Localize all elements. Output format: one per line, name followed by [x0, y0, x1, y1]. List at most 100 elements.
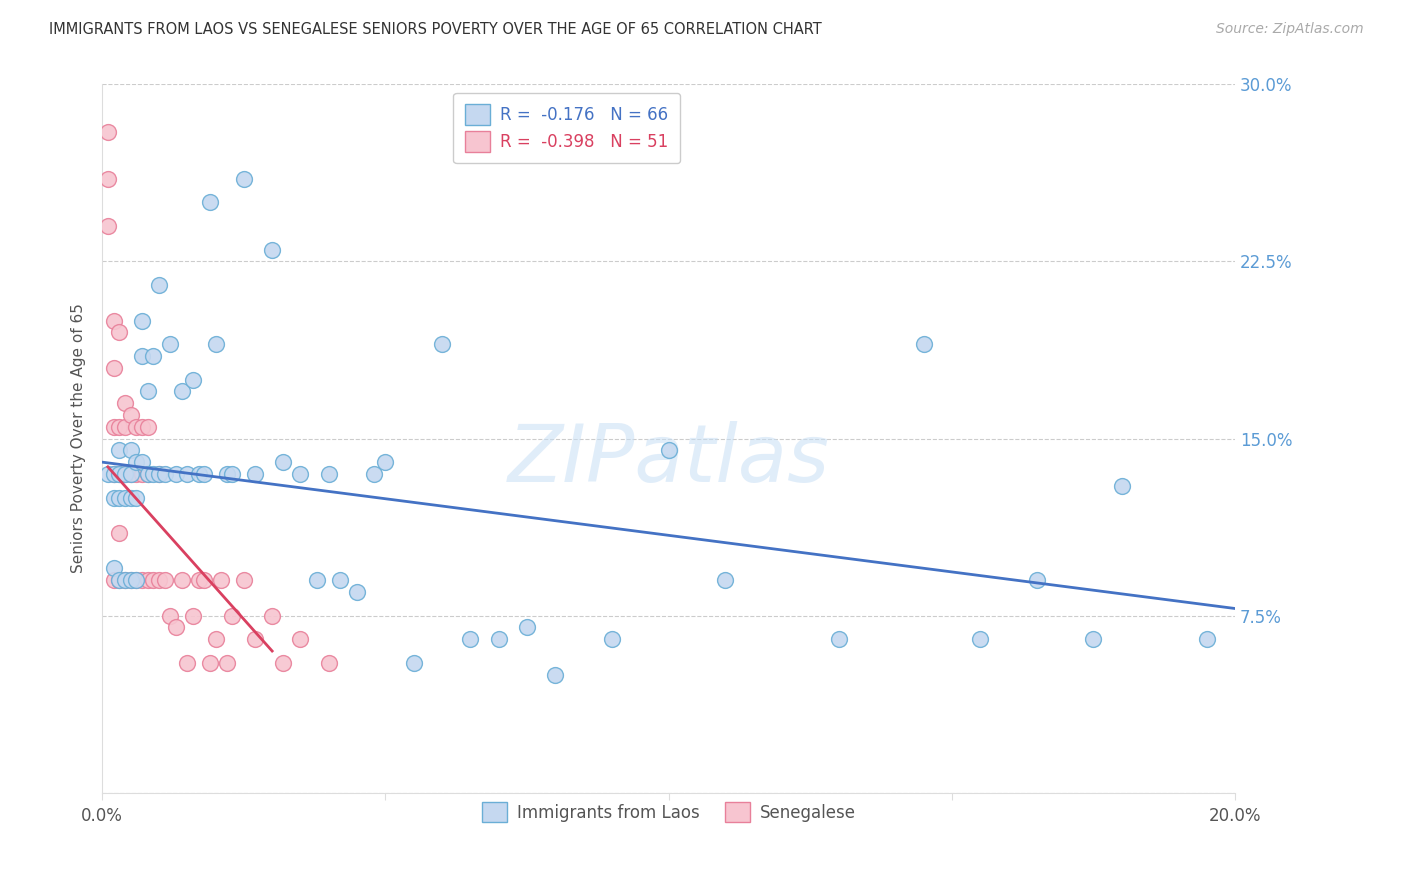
Point	[108, 573, 131, 587]
Point	[103, 573, 125, 587]
Point	[318, 656, 340, 670]
Point	[176, 656, 198, 670]
Point	[153, 573, 176, 587]
Point	[198, 656, 221, 670]
Point	[114, 573, 136, 587]
Point	[363, 467, 385, 481]
Point	[125, 573, 148, 587]
Point	[131, 313, 153, 327]
Text: Source: ZipAtlas.com: Source: ZipAtlas.com	[1216, 22, 1364, 37]
Point	[290, 632, 312, 647]
Point	[120, 491, 142, 505]
Point	[402, 656, 425, 670]
Point	[273, 455, 295, 469]
Point	[125, 491, 148, 505]
Point	[108, 326, 131, 340]
Point	[232, 573, 254, 587]
Point	[221, 467, 243, 481]
Point	[103, 419, 125, 434]
Point	[1195, 632, 1218, 647]
Point	[318, 467, 340, 481]
Point	[170, 573, 193, 587]
Point	[232, 172, 254, 186]
Point	[142, 467, 165, 481]
Point	[108, 526, 131, 541]
Point	[159, 608, 181, 623]
Point	[176, 467, 198, 481]
Point	[97, 467, 120, 481]
Point	[97, 219, 120, 233]
Point	[181, 608, 204, 623]
Point	[215, 656, 238, 670]
Point	[600, 632, 623, 647]
Point	[544, 667, 567, 681]
Point	[120, 467, 142, 481]
Point	[131, 573, 153, 587]
Point	[204, 337, 226, 351]
Point	[215, 467, 238, 481]
Point	[97, 172, 120, 186]
Point	[103, 360, 125, 375]
Point	[430, 337, 453, 351]
Point	[912, 337, 935, 351]
Point	[114, 573, 136, 587]
Point	[108, 467, 131, 481]
Point	[159, 337, 181, 351]
Point	[460, 632, 482, 647]
Point	[103, 491, 125, 505]
Text: IMMIGRANTS FROM LAOS VS SENEGALESE SENIORS POVERTY OVER THE AGE OF 65 CORRELATIO: IMMIGRANTS FROM LAOS VS SENEGALESE SENIO…	[49, 22, 823, 37]
Point	[346, 585, 368, 599]
Point	[136, 419, 159, 434]
Point	[714, 573, 737, 587]
Point	[204, 632, 226, 647]
Y-axis label: Seniors Poverty Over the Age of 65: Seniors Poverty Over the Age of 65	[72, 303, 86, 574]
Point	[97, 125, 120, 139]
Point	[165, 467, 187, 481]
Point	[969, 632, 991, 647]
Point	[114, 419, 136, 434]
Point	[307, 573, 329, 587]
Point	[262, 243, 284, 257]
Point	[103, 561, 125, 575]
Point	[1083, 632, 1105, 647]
Point	[136, 384, 159, 399]
Point	[114, 467, 136, 481]
Point	[1025, 573, 1047, 587]
Point	[131, 349, 153, 363]
Point	[153, 467, 176, 481]
Point	[108, 467, 131, 481]
Point	[114, 491, 136, 505]
Point	[108, 491, 131, 505]
Point	[120, 443, 142, 458]
Point	[221, 608, 243, 623]
Point	[187, 573, 209, 587]
Point	[136, 573, 159, 587]
Point	[198, 195, 221, 210]
Point	[136, 467, 159, 481]
Point	[181, 372, 204, 386]
Point	[488, 632, 510, 647]
Point	[120, 573, 142, 587]
Point	[142, 349, 165, 363]
Point	[142, 573, 165, 587]
Point	[148, 573, 170, 587]
Point	[243, 632, 266, 647]
Point	[103, 313, 125, 327]
Legend: Immigrants from Laos, Senegalese: Immigrants from Laos, Senegalese	[470, 790, 868, 834]
Point	[108, 443, 131, 458]
Point	[108, 419, 131, 434]
Point	[262, 608, 284, 623]
Point	[193, 467, 215, 481]
Point	[131, 455, 153, 469]
Point	[209, 573, 232, 587]
Point	[136, 467, 159, 481]
Point	[193, 573, 215, 587]
Point	[120, 573, 142, 587]
Point	[374, 455, 396, 469]
Point	[125, 467, 148, 481]
Point	[329, 573, 352, 587]
Point	[1111, 479, 1133, 493]
Point	[827, 632, 849, 647]
Point	[148, 467, 170, 481]
Point	[658, 443, 681, 458]
